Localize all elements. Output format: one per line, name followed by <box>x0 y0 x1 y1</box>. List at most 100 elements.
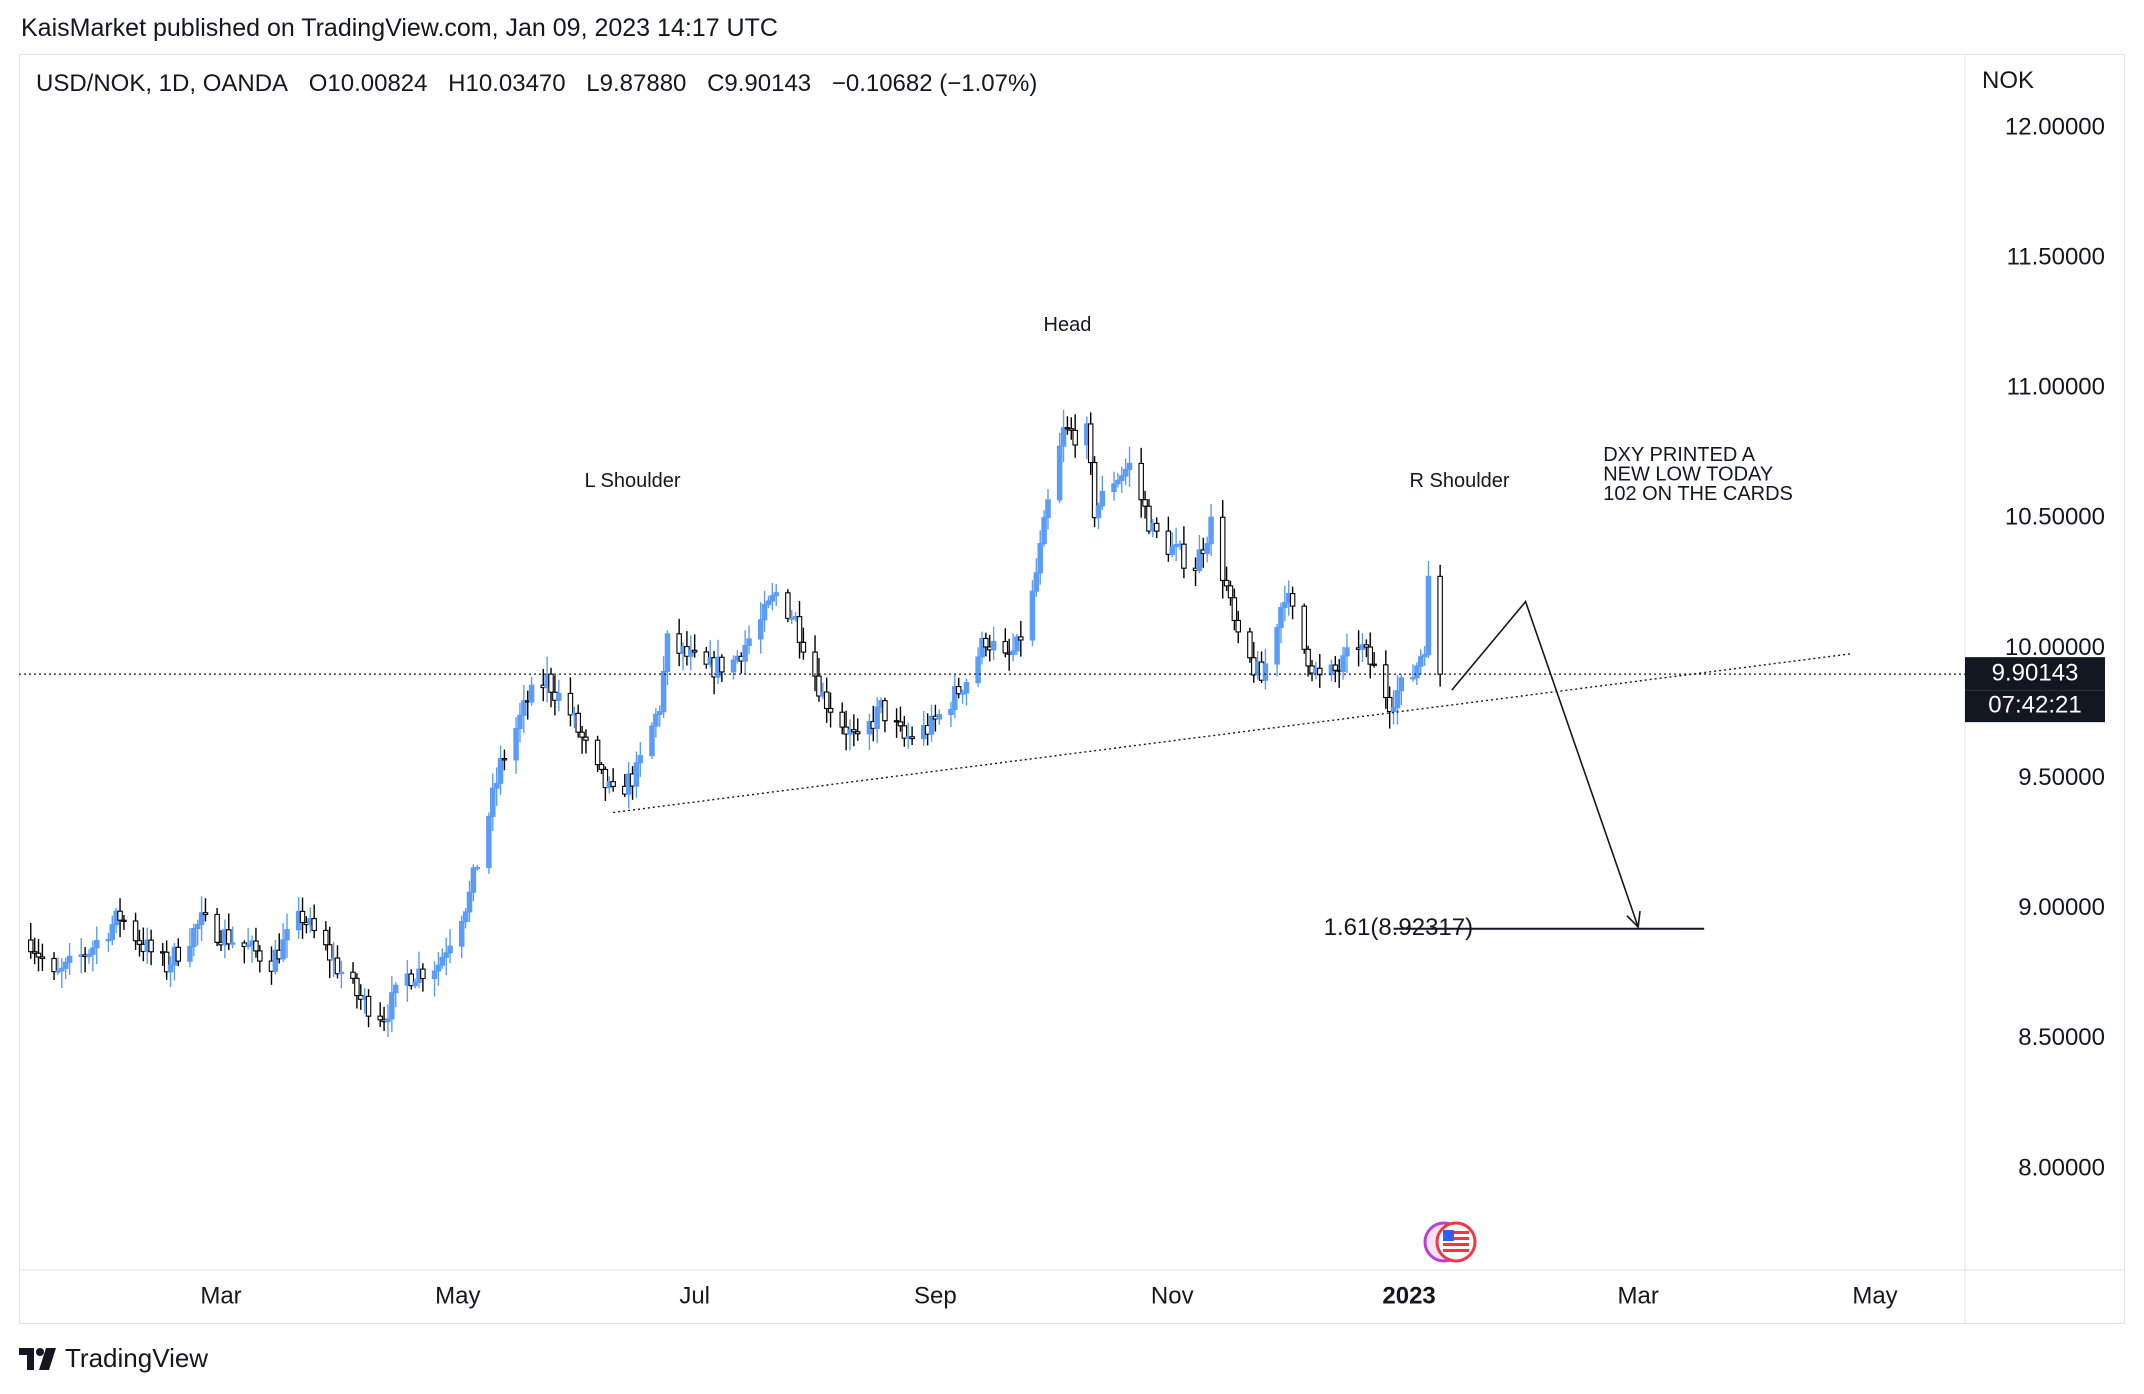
candle <box>1204 536 1210 563</box>
candle <box>121 915 127 930</box>
x-tick-label: May <box>435 1282 480 1309</box>
candle-body <box>214 913 220 943</box>
candle <box>1041 510 1047 547</box>
symbol-label[interactable]: USD/NOK, 1D, OANDA <box>36 70 289 97</box>
candle-body <box>51 957 57 973</box>
candle <box>1169 532 1175 558</box>
candle <box>474 864 481 871</box>
candle <box>1262 648 1269 690</box>
candle <box>462 908 469 929</box>
candle-body <box>855 731 861 735</box>
candle-body <box>392 984 399 994</box>
footer-brand[interactable]: TradingView <box>65 1343 209 1373</box>
open-value: O10.00824 <box>308 70 428 97</box>
candle-body <box>1181 543 1187 569</box>
candle <box>928 704 935 742</box>
candle <box>1095 502 1102 530</box>
candle <box>334 945 341 979</box>
tradingview-logo-icon[interactable] <box>19 1347 57 1370</box>
candle <box>952 673 958 719</box>
candle-body <box>1208 516 1214 545</box>
candle <box>257 945 263 973</box>
candle <box>521 685 527 734</box>
candle-body <box>62 961 69 969</box>
candle <box>1247 627 1253 664</box>
candle <box>761 590 768 632</box>
candle-body <box>955 686 962 695</box>
x-tick-label: 2023 <box>1382 1282 1435 1309</box>
change-value: −0.10682 (−1.07%) <box>831 70 1038 97</box>
candle <box>882 697 888 733</box>
candle-body <box>148 939 154 953</box>
candle-body <box>1041 517 1047 545</box>
candle <box>1111 471 1117 501</box>
candle <box>1274 623 1280 677</box>
candle-body <box>773 592 779 597</box>
candle-body <box>1119 475 1125 481</box>
candle <box>742 630 748 676</box>
candle-body <box>730 659 737 673</box>
candle-body <box>136 940 143 945</box>
candle-body <box>664 633 671 673</box>
candle-body <box>1410 677 1416 680</box>
candle-body <box>1122 468 1129 477</box>
candle <box>493 767 500 806</box>
candle <box>656 705 663 727</box>
candle <box>602 766 609 801</box>
candle-body <box>583 736 589 741</box>
candle-body <box>187 945 193 962</box>
candle-body <box>688 649 694 657</box>
close-value: C9.90143 <box>707 70 812 97</box>
candle <box>1045 489 1051 530</box>
candle-body <box>311 918 317 931</box>
candle-body <box>893 720 900 723</box>
candle-body <box>1278 606 1284 629</box>
chart-frame[interactable] <box>19 54 2125 1324</box>
candle-body <box>909 736 915 740</box>
candle-body <box>761 603 768 621</box>
candle <box>983 632 989 657</box>
candle-body <box>447 945 453 954</box>
candle-body <box>1227 585 1234 599</box>
candle-body <box>229 942 236 945</box>
candle <box>691 634 698 658</box>
candle <box>1018 620 1024 657</box>
candle-body <box>1087 423 1094 464</box>
candle <box>245 928 251 950</box>
candle-body <box>594 739 601 766</box>
candle-body <box>1367 646 1374 665</box>
candle <box>684 631 690 666</box>
candle <box>1231 588 1238 631</box>
countdown-box <box>1965 690 2105 723</box>
candle <box>1060 409 1067 463</box>
candle-body <box>66 955 73 963</box>
candle <box>851 714 857 747</box>
candle <box>897 706 904 732</box>
candle <box>855 718 861 741</box>
candle-body <box>769 595 776 602</box>
candle <box>1414 662 1420 686</box>
candle <box>1367 632 1374 679</box>
candle-body <box>1340 655 1346 673</box>
candle <box>284 913 290 958</box>
us-event-flag-icon[interactable] <box>1423 1221 1477 1263</box>
candle-body <box>827 707 834 713</box>
candle-body <box>443 952 449 958</box>
candle <box>280 923 286 963</box>
candle-body <box>1196 549 1203 572</box>
y-tick-label: 9.50000 <box>2018 764 2105 791</box>
candle-body <box>1037 543 1043 574</box>
y-tick-label: 9.00000 <box>2018 894 2105 921</box>
candle <box>874 697 880 744</box>
candle <box>746 625 752 655</box>
candle <box>311 904 317 939</box>
candle <box>148 929 154 966</box>
candle-body <box>975 656 981 684</box>
candle-body <box>575 712 581 733</box>
candle-body <box>1386 696 1393 713</box>
candle-body <box>198 912 205 926</box>
candle <box>1219 500 1226 599</box>
flag-stripe <box>1443 1231 1469 1234</box>
candle-body <box>1223 579 1230 587</box>
